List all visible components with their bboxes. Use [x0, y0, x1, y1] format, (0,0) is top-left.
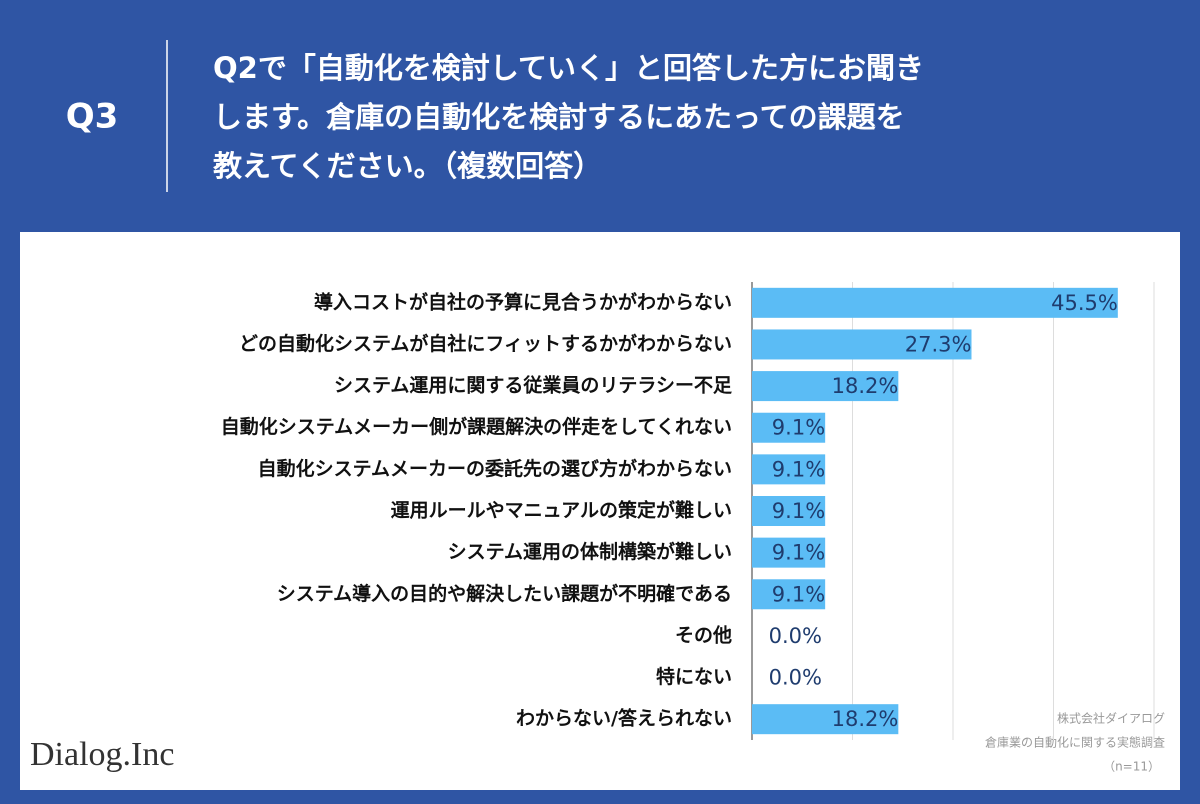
value-label: 0.0% — [769, 624, 822, 648]
value-label: 0.0% — [769, 666, 822, 690]
question-label: Q3 — [66, 97, 119, 137]
source: 株式会社ダイアログ — [1057, 711, 1165, 726]
value-label: 18.2% — [832, 374, 899, 398]
category-label: システム運用に関する従業員のリテラシー不足 — [334, 374, 733, 397]
source: 倉庫業の自動化に関する実態調査 — [985, 735, 1165, 750]
category-label: 導入コストが自社の予算に見合うかがわからない — [314, 290, 732, 313]
category-label: その他 — [675, 623, 732, 646]
category-label: システム導入の目的や解決したい課題が不明確である — [277, 582, 732, 605]
value-label: 27.3% — [905, 332, 972, 356]
value-label: 9.1% — [772, 582, 825, 606]
category-label: 特にない — [656, 666, 732, 688]
bar — [752, 496, 826, 526]
category-label: 運用ルールやマニュアルの策定が難しい — [391, 499, 732, 522]
title-line: 教えてください。（複数回答） — [213, 149, 602, 183]
category-label: わからない/答えられない — [516, 707, 732, 730]
category-label: 自動化システムメーカー側が課題解決の伴走をしてくれない — [221, 415, 732, 438]
bar — [752, 329, 972, 360]
brand: Dialog.Inc — [30, 736, 174, 773]
value-label: 18.2% — [832, 707, 899, 731]
bar — [752, 371, 899, 402]
value-label: 9.1% — [772, 499, 825, 523]
category-label: システム運用の体制構築が難しい — [448, 540, 732, 563]
title-line: します。倉庫の自動化を検討するにあたっての課題を — [213, 100, 905, 134]
title-line: Q2で「自動化を検討していく」と回答した方にお聞き — [213, 51, 924, 85]
panel — [20, 232, 1180, 790]
bar — [752, 287, 1118, 318]
bar — [752, 579, 826, 610]
value-label: 9.1% — [772, 541, 825, 565]
category-label: 自動化システムメーカーの委託先の選び方がわからない — [258, 457, 732, 480]
value-label: 9.1% — [772, 457, 825, 481]
value-label: 45.5% — [1051, 291, 1118, 315]
source: （n=11） — [1103, 760, 1160, 774]
bar — [752, 454, 826, 485]
bar — [752, 412, 826, 443]
bar — [752, 537, 826, 568]
category-label: どの自動化システムが自社にフィットするかがわからない — [239, 332, 732, 355]
value-label: 9.1% — [772, 416, 825, 440]
bar — [752, 704, 899, 735]
